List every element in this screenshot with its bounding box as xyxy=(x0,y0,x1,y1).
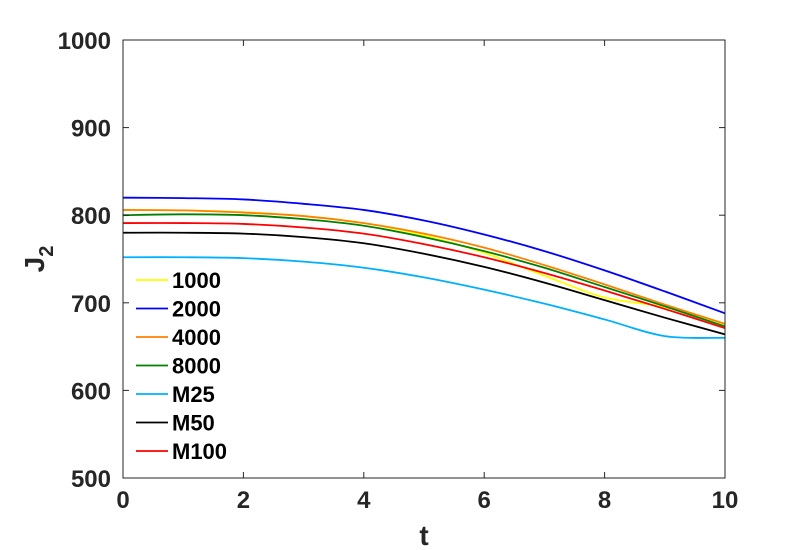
plot-area xyxy=(123,40,725,478)
legend-entry: 1000 xyxy=(136,268,221,293)
x-tick-label: 10 xyxy=(712,487,739,514)
y-axis-label-subscript: 2 xyxy=(36,246,58,257)
series-line-2000 xyxy=(122,196,726,315)
legend: 1000 2000 4000 8000 M25 M50 M100 xyxy=(136,268,227,464)
y-axis-label: J2 xyxy=(19,246,58,273)
y-tick-label: 800 xyxy=(71,203,111,230)
series-line-4000 xyxy=(122,209,726,325)
legend-label: 1000 xyxy=(172,268,221,293)
legend-entry: M25 xyxy=(136,382,215,407)
y-tick-label: 700 xyxy=(71,291,111,318)
x-tick-label: 6 xyxy=(478,487,491,514)
x-tick-label: 0 xyxy=(116,487,129,514)
legend-label: 8000 xyxy=(172,354,221,379)
y-tick-label: 500 xyxy=(71,466,111,493)
series-line-m25 xyxy=(122,256,726,339)
svg-text:J2: J2 xyxy=(19,246,58,273)
legend-label: 2000 xyxy=(172,297,221,322)
legend-entry: M100 xyxy=(136,439,227,464)
x-axis-label: t xyxy=(419,520,428,550)
y-tick-label: 600 xyxy=(71,378,111,405)
legend-label: M100 xyxy=(172,439,227,464)
x-tick-label: 8 xyxy=(598,487,611,514)
series-line-8000 xyxy=(122,213,726,328)
ticks-layer: 0 2 4 6 8 10 500 600 700 800 900 1000 xyxy=(58,28,739,514)
x-tick-label: 4 xyxy=(357,487,371,514)
series-layer xyxy=(122,196,726,339)
series-line-m50 xyxy=(122,231,726,336)
y-axis-label-main: J xyxy=(19,257,50,273)
legend-label: 4000 xyxy=(172,325,221,350)
legend-entry: 2000 xyxy=(136,297,221,322)
y-tick-label: 1000 xyxy=(58,28,111,55)
legend-label: M25 xyxy=(172,382,215,407)
legend-entry: M50 xyxy=(136,411,215,436)
legend-label: M50 xyxy=(172,411,215,436)
y-tick-label: 900 xyxy=(71,116,111,143)
series-line-m100 xyxy=(122,222,726,330)
legend-entry: 4000 xyxy=(136,325,221,350)
legend-entry: 8000 xyxy=(136,354,221,379)
x-tick-label: 2 xyxy=(237,487,250,514)
plot-frame xyxy=(122,39,726,479)
